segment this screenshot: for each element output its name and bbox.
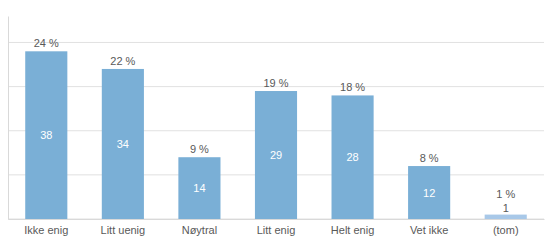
percentage-label: 24 % — [34, 37, 59, 49]
x-tick-label: Vet ikke — [410, 224, 449, 236]
x-tick-label: Ikke enig — [24, 224, 68, 236]
x-tick-label: (tom) — [493, 224, 519, 236]
percentage-label: 19 % — [263, 77, 288, 89]
y-axis — [8, 17, 10, 220]
bar — [408, 166, 450, 219]
percentage-label: 1 % — [496, 188, 515, 200]
bar — [25, 51, 67, 219]
chart: Ikke enig Litt uenig Nøytral Litt enig Helt … — [0, 0, 554, 243]
x-tick: Litt enig — [257, 219, 296, 236]
x-tick: Ikke enig — [24, 219, 68, 236]
grid-line — [8, 42, 544, 43]
percentage-label: 9 % — [190, 143, 209, 155]
value-label: 28 — [346, 151, 358, 163]
bar — [332, 95, 374, 219]
grid — [8, 42, 544, 219]
x-axis-line — [9, 219, 545, 220]
x-tick: Helt enig — [331, 219, 374, 236]
value-label: 14 — [193, 182, 205, 194]
labels: 38 24 % 34 22 % 14 9 % 29 19 % 28 18 % 12 8 % 1 1 % — [34, 37, 516, 213]
plot: Ikke enig Litt uenig Nøytral Litt enig Helt … — [8, 17, 545, 236]
bars — [25, 51, 527, 219]
x-tick: Vet ikke — [410, 219, 449, 236]
bar — [178, 157, 220, 219]
x-tick: (tom) — [493, 219, 519, 236]
percentage-label: 22 % — [110, 55, 135, 67]
value-label: 38 — [40, 129, 52, 141]
value-label: 29 — [270, 149, 282, 161]
bar — [255, 91, 297, 219]
x-tick-label: Nøytral — [182, 224, 217, 236]
bar — [485, 215, 527, 219]
x-tick-label: Helt enig — [331, 224, 374, 236]
x-tick: Nøytral — [182, 219, 217, 236]
percentage-label: 8 % — [420, 152, 439, 164]
value-label: 1 — [503, 202, 509, 214]
percentage-label: 18 % — [340, 81, 365, 93]
x-tick: Litt uenig — [101, 219, 146, 236]
x-tick-label: Litt uenig — [101, 224, 146, 236]
y-axis-line — [8, 17, 9, 220]
value-label: 34 — [117, 138, 129, 150]
x-tick-label: Litt enig — [257, 224, 296, 236]
x-axis: Ikke enig Litt uenig Nøytral Litt enig Helt … — [9, 219, 545, 236]
bar — [102, 69, 144, 219]
value-label: 12 — [423, 187, 435, 199]
